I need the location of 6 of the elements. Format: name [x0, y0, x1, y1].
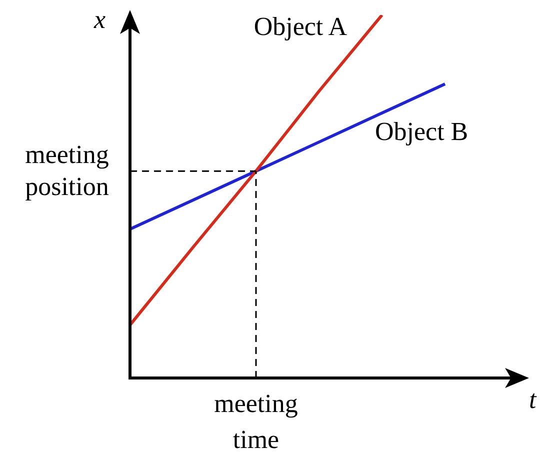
y-axis-title: x: [94, 4, 106, 36]
series-label: Object B: [375, 116, 468, 148]
x-axis-title: t: [529, 384, 536, 416]
series-label: Object A: [254, 11, 347, 43]
ref-line-label: meeting position: [24, 139, 110, 204]
text: meeting time: [213, 388, 299, 452]
